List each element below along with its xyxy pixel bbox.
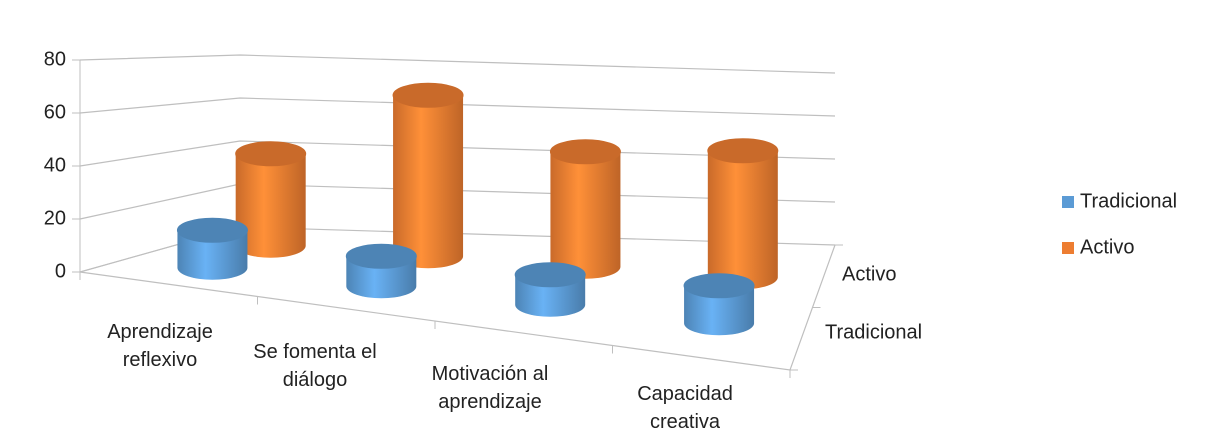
bar-top bbox=[235, 141, 307, 167]
bar-top bbox=[549, 139, 621, 165]
legend-label: Tradicional bbox=[1080, 190, 1177, 212]
bar bbox=[549, 139, 621, 279]
legend-swatch bbox=[1062, 196, 1074, 208]
legend-swatch bbox=[1062, 242, 1074, 254]
bar-top bbox=[392, 82, 464, 108]
x-tick-label: Capacidad creativa bbox=[637, 383, 733, 433]
bar bbox=[235, 141, 307, 258]
bar-body bbox=[393, 95, 464, 269]
bar-top bbox=[683, 273, 755, 299]
y-tick-label: 80 bbox=[44, 48, 66, 70]
bar bbox=[345, 243, 417, 299]
bar bbox=[176, 217, 248, 280]
z-tick-label: Tradicional bbox=[825, 321, 922, 343]
x-tick-label: Motivación al aprendizaje bbox=[431, 363, 549, 413]
bar bbox=[392, 82, 464, 269]
bar-top bbox=[176, 217, 248, 243]
y-tick-label: 20 bbox=[44, 207, 66, 229]
bar-top bbox=[514, 262, 586, 288]
x-tick-label: Aprendizaje reflexivo bbox=[107, 321, 213, 371]
bar bbox=[514, 262, 586, 317]
bar-body bbox=[707, 150, 778, 290]
y-tick-label: 40 bbox=[44, 154, 66, 176]
y-tick-label: 60 bbox=[44, 101, 66, 123]
x-tick-label: Se fomenta el diálogo bbox=[253, 341, 377, 391]
bar bbox=[683, 273, 755, 336]
grid-line bbox=[79, 54, 836, 74]
bar bbox=[707, 138, 779, 290]
legend-label: Activo bbox=[1080, 236, 1134, 258]
bar-body bbox=[177, 230, 248, 280]
z-tick-label: Activo bbox=[842, 263, 896, 285]
grid-line bbox=[79, 140, 836, 167]
grid-line bbox=[79, 97, 836, 117]
bar-top bbox=[707, 138, 779, 164]
bar-body bbox=[550, 151, 621, 279]
y-tick-label: 0 bbox=[55, 260, 66, 282]
bar-body bbox=[684, 285, 755, 336]
bar-body bbox=[235, 153, 306, 258]
bar-top bbox=[345, 243, 417, 269]
